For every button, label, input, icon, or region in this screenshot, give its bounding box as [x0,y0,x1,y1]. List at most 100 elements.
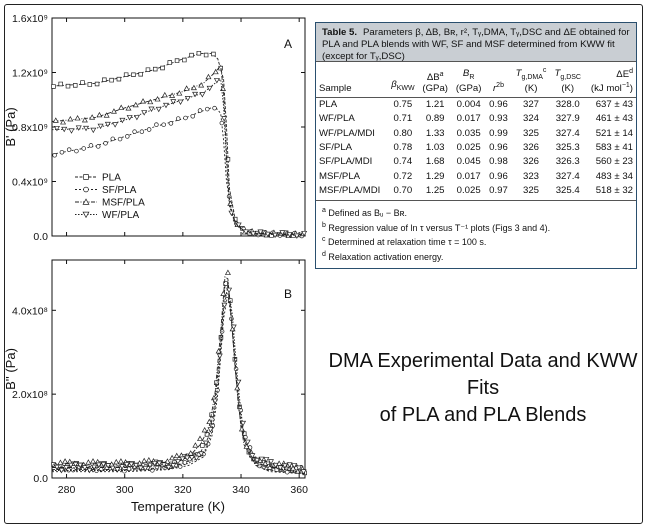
data-point [197,435,204,441]
data-point [109,465,116,472]
data-point [197,108,203,113]
data-point [87,82,93,87]
data-point [123,462,130,468]
table-cell: 0.017 [456,113,481,125]
data-point [133,114,140,121]
parameters-table: Sample βKWW ΔBa (GPa) BR (GPa) r2b Tg,DMAc… [316,60,636,202]
data-point [90,127,97,134]
data-point [176,90,183,96]
data-point [110,136,116,142]
table-cell: 0.96 [489,141,508,153]
y-tick-label: 1.6x10⁹ [12,13,48,25]
table-cell: 0.96 [489,170,508,182]
data-point [243,443,250,449]
data-point [198,451,205,457]
legend-label: PLA [102,173,121,184]
series-line [51,78,306,236]
table-row: SF/PLA 0.78 1.03 0.025 0.96 326 325.3 583 ± 41 [316,141,636,155]
data-point [138,71,143,77]
data-point [141,457,148,464]
data-point [234,384,241,391]
table-cell: 327.4 [555,127,580,139]
data-point [139,129,145,134]
data-point [212,68,219,75]
data-point [161,91,168,98]
table-cell: SF/PLA [319,141,353,153]
data-point [117,458,124,464]
table-caption: Table 5. Parameters β, ΔB, Bʀ, r², Tᵧ,DMA… [316,23,636,62]
data-point [263,457,270,463]
y-tick-label: 0.4x10⁹ [12,177,48,189]
table-cell: 326 [523,156,540,168]
table-cell: 1.33 [425,127,445,139]
data-point [174,58,180,63]
data-point [213,78,220,84]
legend-label: WF/PLA [102,210,140,221]
data-point [67,462,74,469]
data-point [113,458,120,465]
data-point [58,467,65,474]
data-point [293,233,300,239]
data-point [221,116,228,122]
table-cell: 0.89 [425,113,445,125]
data-point [202,440,209,447]
data-point [103,141,108,146]
data-point [70,467,76,473]
data-point [277,465,284,471]
panel-b-axes [51,259,306,479]
data-point [188,455,195,461]
data-point [249,453,256,459]
data-point [81,146,86,151]
table-cell: 324 [523,113,540,125]
table-cell: 327.9 [555,113,580,125]
table-cell: MSF/PLA/MDI [316,183,388,202]
data-point [199,92,206,98]
panel-a-axes [51,17,306,237]
panel-b-content: 280 300 320 340 360 0.0 2.0x10⁸ 4.0x10⁸ [12,260,308,496]
data-point [182,460,188,465]
data-point [147,462,153,469]
col-delta-b: ΔBa (GPa) [418,60,452,99]
data-point [203,52,209,58]
table-cell: 325.3 [555,141,580,153]
data-point [286,462,293,468]
data-point [147,98,154,105]
data-point [66,147,72,152]
table-body: PLA 0.75 1.21 0.004 0.96 327 328.0 637 ± 43 WF/P… [316,98,636,202]
data-point [179,456,186,462]
data-point [220,290,227,296]
x-tick-label: 300 [116,484,134,496]
data-point [119,464,126,470]
data-point [192,442,199,448]
table-cell: PLA [319,99,338,111]
data-point [233,366,239,372]
table-cell: 560 ± 23 [595,156,633,168]
table-cell: 0.98 [489,156,508,168]
data-point [161,122,166,127]
x-tick-label: 360 [290,484,308,496]
data-point [160,65,165,71]
data-point [109,77,114,83]
col-br: BR (GPa) [451,60,486,99]
table-cell: 0.72 [393,170,413,182]
table-cell: SF/PLA/MDI [319,156,373,168]
data-point [85,459,92,465]
table-cell: 0.045 [456,156,481,168]
data-point [238,425,245,432]
x-tick-label: 320 [174,484,192,496]
data-point [53,125,60,132]
data-point [170,99,177,105]
data-point [301,230,308,237]
data-point [105,463,112,469]
data-point [168,121,174,126]
data-point [192,91,199,98]
data-point [190,84,197,91]
data-point [104,121,111,128]
series-line [51,64,306,236]
table-cell: 325 [511,183,551,202]
col-sample: Sample [316,60,388,99]
table-cell: 1.03 [425,141,445,153]
data-point [173,452,180,459]
data-point [96,111,103,118]
table-row: SF/PLA/MDI 0.74 1.68 0.045 0.98 326 326.3 560 ±… [316,155,636,169]
